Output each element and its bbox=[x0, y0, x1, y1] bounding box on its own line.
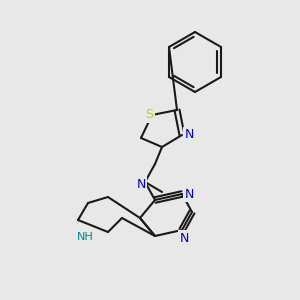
Text: N: N bbox=[179, 232, 189, 244]
Text: N: N bbox=[184, 128, 194, 142]
Text: NH: NH bbox=[76, 232, 93, 242]
Text: N: N bbox=[136, 178, 146, 190]
Text: N: N bbox=[184, 188, 194, 200]
Text: S: S bbox=[145, 109, 153, 122]
